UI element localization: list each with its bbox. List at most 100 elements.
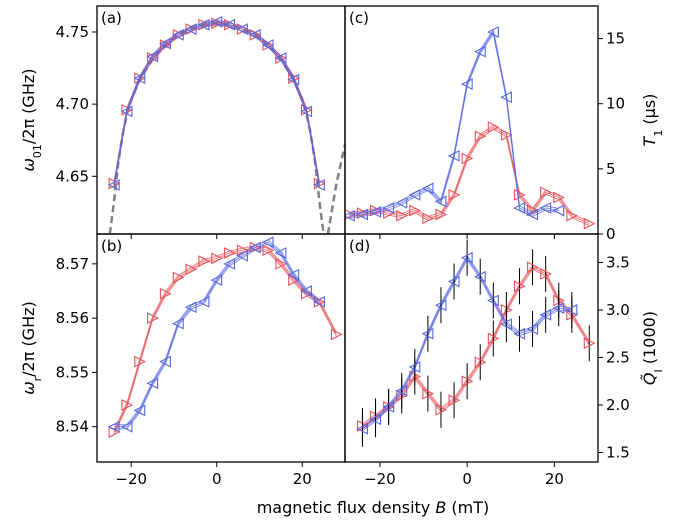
y-axis-label-symbol: ω — [19, 381, 38, 394]
data-point — [197, 295, 210, 308]
panel-b: (b) 8.54 8.55 8.56 8.57 −20 0 20 ωr/2π (GHz) — [19, 233, 346, 488]
y-tick-label: 2.5 — [606, 349, 630, 367]
data-point — [422, 212, 435, 225]
y-axis-label-unit: /2π (GHz) — [19, 301, 38, 377]
panel-frame — [344, 233, 599, 463]
data-point — [172, 28, 184, 41]
y-axis-label: ω01/2π (GHz) — [19, 68, 44, 171]
fit-curve-line — [108, 22, 325, 234]
data-point — [460, 251, 473, 264]
panel-frame — [96, 233, 346, 463]
panel-c: (c) 0 5 10 15 T1 (μs) — [344, 5, 665, 243]
y-tick-label: 0 — [606, 225, 616, 243]
data-point — [539, 202, 552, 214]
panel-label: (c) — [349, 9, 369, 27]
data-point — [120, 105, 133, 118]
data-point — [159, 287, 172, 300]
data-point — [382, 401, 395, 413]
plot-area-d — [356, 239, 596, 447]
panel-label: (d) — [349, 237, 370, 255]
data-point — [553, 191, 565, 204]
data-point — [434, 195, 447, 208]
y-tick-label: 8.55 — [56, 363, 89, 381]
data-point — [133, 404, 146, 417]
data-point — [474, 130, 487, 143]
data-point — [107, 179, 120, 191]
y-tick-label: 4.70 — [56, 95, 89, 113]
data-point — [287, 73, 300, 86]
data-point — [330, 328, 343, 341]
y-tick-label: 8.54 — [56, 418, 89, 436]
data-point — [382, 202, 395, 214]
data-point — [313, 179, 325, 191]
series-line — [362, 266, 590, 427]
y-axis-label-subscript: r — [31, 376, 44, 381]
series-line — [113, 245, 337, 431]
data-point — [184, 301, 197, 314]
data-point — [422, 387, 435, 400]
series-line — [113, 23, 320, 188]
data-point — [513, 189, 526, 201]
plot-area-b — [107, 236, 343, 439]
data-point — [421, 182, 434, 195]
data-point — [261, 39, 274, 51]
data-point — [527, 261, 539, 274]
panel-d: (d) 1.5 2.0 2.5 3.0 3.5 −20 0 20 Q̃I (1000) — [344, 233, 665, 488]
data-point — [224, 247, 236, 259]
y-tick-label: 3.0 — [606, 301, 630, 319]
panel-label: (b) — [101, 237, 122, 255]
data-point — [566, 209, 579, 222]
data-point — [461, 375, 474, 388]
data-point — [121, 399, 134, 411]
y-axis-label-unit: /2π (GHz) — [19, 68, 38, 144]
data-point — [583, 217, 596, 230]
data-point — [435, 403, 448, 416]
series-line — [114, 241, 320, 428]
x-axis-label: magnetic flux density B (mT) — [257, 498, 490, 517]
data-point — [487, 121, 500, 134]
y-axis-label: T1 (μs) — [640, 94, 665, 147]
x-axis-label-text: magnetic flux density — [257, 498, 436, 517]
data-point — [408, 189, 421, 201]
data-point — [448, 189, 461, 201]
data-point — [300, 105, 313, 118]
data-point — [500, 318, 512, 331]
x-axis-label-symbol: B — [435, 498, 446, 517]
data-point — [248, 28, 261, 41]
data-point — [396, 209, 408, 222]
series-line — [113, 247, 337, 433]
x-axis-label-unit: (mT) — [446, 498, 489, 517]
y-axis-label-symbol: ω — [19, 158, 38, 171]
series-line — [113, 20, 320, 182]
data-point — [261, 236, 274, 249]
data-point — [159, 37, 171, 50]
data-point — [448, 394, 461, 407]
data-point — [435, 208, 448, 221]
y-axis-label: ωr/2π (GHz) — [19, 301, 44, 395]
data-point — [369, 413, 382, 426]
y-axis-label: Q̃I (1000) — [640, 311, 665, 385]
data-point — [146, 50, 159, 63]
data-point — [583, 337, 596, 350]
data-point — [313, 295, 325, 308]
data-point — [345, 209, 356, 220]
panel-label: (a) — [101, 9, 122, 27]
data-point — [356, 422, 368, 435]
series-line — [349, 30, 559, 217]
y-axis-label-unit: (μs) — [640, 94, 659, 130]
y-axis-label-subscript: 01 — [31, 144, 44, 158]
data-point — [287, 268, 300, 281]
x-tick-label: 20 — [293, 470, 312, 488]
data-point — [408, 361, 421, 373]
data-point — [500, 129, 513, 141]
data-point — [198, 255, 211, 268]
series-line — [113, 24, 320, 186]
data-point — [172, 271, 185, 284]
y-axis-label-subscript: I — [652, 369, 665, 372]
data-point — [487, 26, 499, 38]
data-point — [552, 302, 565, 314]
data-point — [513, 280, 526, 293]
data-point — [487, 294, 499, 307]
data-point — [395, 384, 408, 397]
